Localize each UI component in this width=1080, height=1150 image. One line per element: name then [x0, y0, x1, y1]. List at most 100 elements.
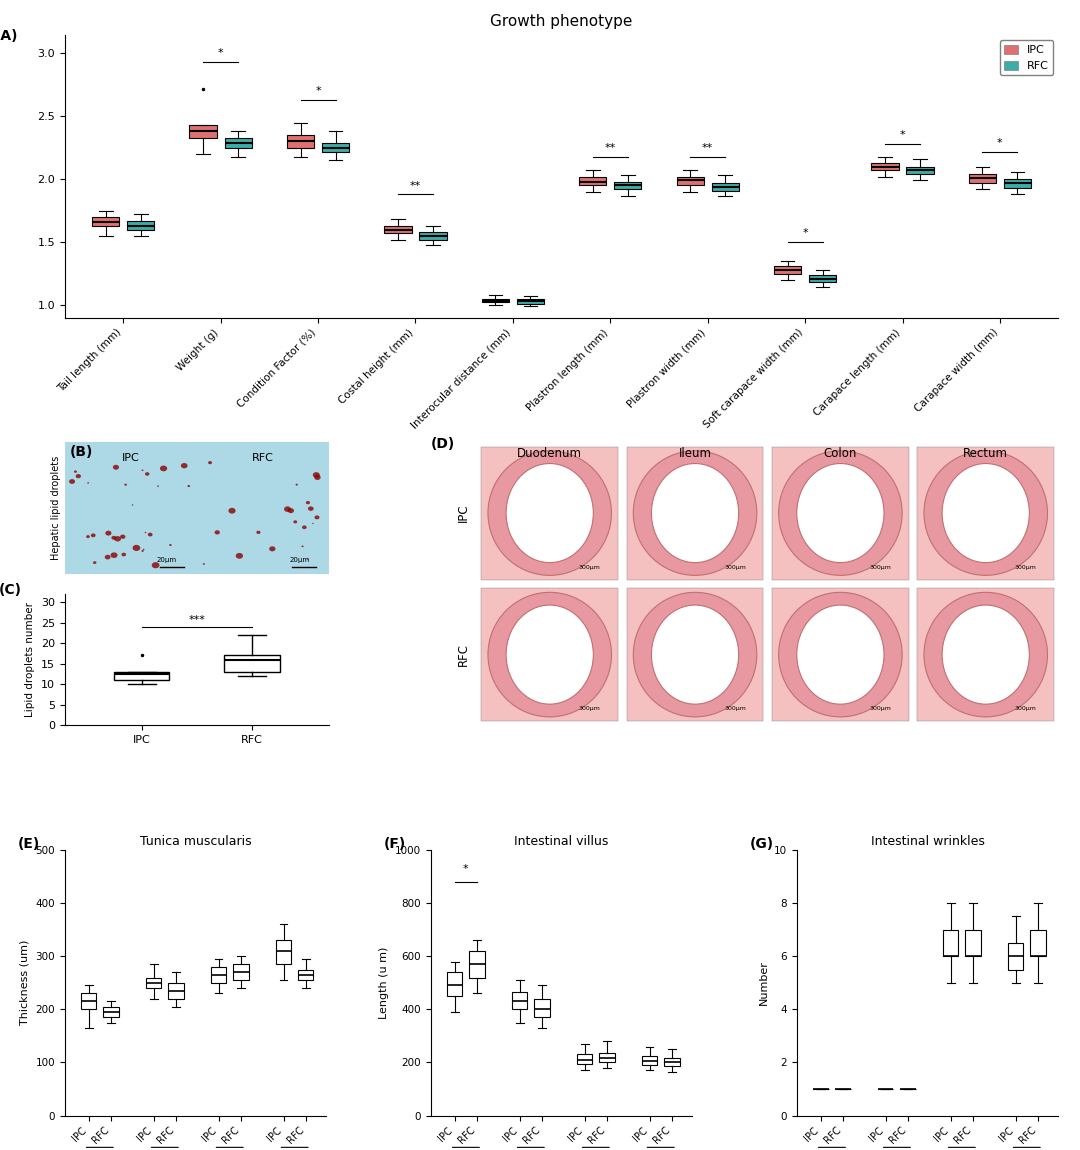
Ellipse shape: [203, 564, 205, 565]
Ellipse shape: [158, 485, 159, 486]
PathPatch shape: [664, 1058, 679, 1066]
Text: 300μm: 300μm: [1015, 706, 1037, 711]
Text: (F): (F): [383, 837, 406, 851]
Ellipse shape: [141, 550, 144, 552]
Ellipse shape: [93, 561, 96, 563]
Ellipse shape: [160, 466, 167, 472]
Y-axis label: Hepatic lipid droplets: Hepatic lipid droplets: [51, 457, 60, 560]
PathPatch shape: [809, 275, 836, 283]
Ellipse shape: [488, 451, 611, 575]
Ellipse shape: [133, 545, 140, 551]
Ellipse shape: [306, 501, 310, 504]
Title: Intestinal villus: Intestinal villus: [514, 835, 609, 848]
Ellipse shape: [235, 553, 243, 559]
Ellipse shape: [296, 484, 298, 485]
PathPatch shape: [233, 964, 248, 980]
Text: **: **: [409, 181, 421, 191]
FancyBboxPatch shape: [482, 588, 618, 721]
FancyBboxPatch shape: [772, 588, 908, 721]
Ellipse shape: [86, 535, 90, 538]
Ellipse shape: [302, 526, 307, 529]
PathPatch shape: [599, 1053, 615, 1063]
Y-axis label: Thickness (um): Thickness (um): [19, 940, 30, 1026]
Text: *: *: [900, 130, 905, 140]
PathPatch shape: [774, 266, 801, 274]
Ellipse shape: [797, 605, 885, 704]
Legend: IPC, RFC: IPC, RFC: [1000, 40, 1053, 76]
Ellipse shape: [269, 546, 275, 551]
Ellipse shape: [141, 469, 144, 472]
Ellipse shape: [124, 484, 127, 485]
Ellipse shape: [110, 552, 118, 558]
Ellipse shape: [633, 451, 757, 575]
Ellipse shape: [121, 553, 126, 557]
Text: 20μm: 20μm: [289, 558, 309, 564]
PathPatch shape: [872, 163, 899, 170]
PathPatch shape: [127, 221, 154, 230]
Ellipse shape: [181, 463, 188, 468]
Ellipse shape: [924, 451, 1048, 575]
Text: (C): (C): [0, 583, 22, 597]
PathPatch shape: [579, 177, 606, 185]
Ellipse shape: [106, 530, 111, 536]
Ellipse shape: [633, 592, 757, 716]
Ellipse shape: [148, 532, 152, 536]
Ellipse shape: [91, 534, 96, 537]
Text: 300μm: 300μm: [869, 706, 891, 711]
PathPatch shape: [517, 299, 544, 304]
Text: (D): (D): [431, 437, 455, 451]
Ellipse shape: [69, 480, 75, 484]
Ellipse shape: [314, 475, 321, 480]
Text: 300μm: 300μm: [724, 565, 746, 569]
Text: 20μm: 20μm: [157, 558, 177, 564]
PathPatch shape: [482, 299, 509, 302]
PathPatch shape: [114, 672, 170, 680]
Ellipse shape: [797, 463, 885, 562]
Ellipse shape: [284, 506, 291, 512]
FancyBboxPatch shape: [772, 446, 908, 580]
PathPatch shape: [1030, 929, 1045, 957]
Ellipse shape: [132, 505, 133, 506]
PathPatch shape: [943, 929, 958, 957]
Ellipse shape: [287, 508, 294, 513]
PathPatch shape: [92, 217, 120, 225]
PathPatch shape: [225, 138, 252, 147]
Ellipse shape: [215, 530, 220, 535]
Ellipse shape: [779, 592, 902, 716]
PathPatch shape: [712, 183, 739, 191]
Ellipse shape: [143, 549, 145, 550]
Ellipse shape: [114, 536, 121, 542]
Text: IPC: IPC: [122, 453, 139, 462]
Ellipse shape: [924, 592, 1048, 716]
Text: RFC: RFC: [457, 643, 470, 666]
Ellipse shape: [188, 485, 190, 488]
Ellipse shape: [208, 461, 212, 465]
Text: Colon: Colon: [824, 446, 858, 460]
Title: Intestinal wrinkles: Intestinal wrinkles: [870, 835, 985, 848]
PathPatch shape: [287, 136, 314, 147]
Text: **: **: [605, 143, 616, 153]
FancyBboxPatch shape: [626, 446, 764, 580]
Text: 300μm: 300μm: [579, 706, 600, 711]
Ellipse shape: [76, 474, 81, 478]
Ellipse shape: [507, 605, 593, 704]
Text: *: *: [315, 86, 321, 97]
PathPatch shape: [189, 125, 217, 138]
PathPatch shape: [470, 951, 485, 978]
PathPatch shape: [969, 174, 996, 183]
FancyBboxPatch shape: [917, 588, 1054, 721]
Ellipse shape: [294, 520, 297, 523]
Text: Duodenum: Duodenum: [517, 446, 582, 460]
PathPatch shape: [168, 983, 184, 998]
PathPatch shape: [1003, 179, 1031, 187]
Ellipse shape: [301, 545, 303, 547]
PathPatch shape: [447, 972, 462, 996]
Ellipse shape: [111, 536, 117, 539]
Ellipse shape: [507, 463, 593, 562]
Text: RFC: RFC: [252, 453, 274, 462]
Text: ***: ***: [189, 614, 205, 624]
Ellipse shape: [105, 554, 110, 559]
PathPatch shape: [577, 1055, 592, 1064]
FancyBboxPatch shape: [917, 446, 1054, 580]
Ellipse shape: [312, 523, 313, 524]
